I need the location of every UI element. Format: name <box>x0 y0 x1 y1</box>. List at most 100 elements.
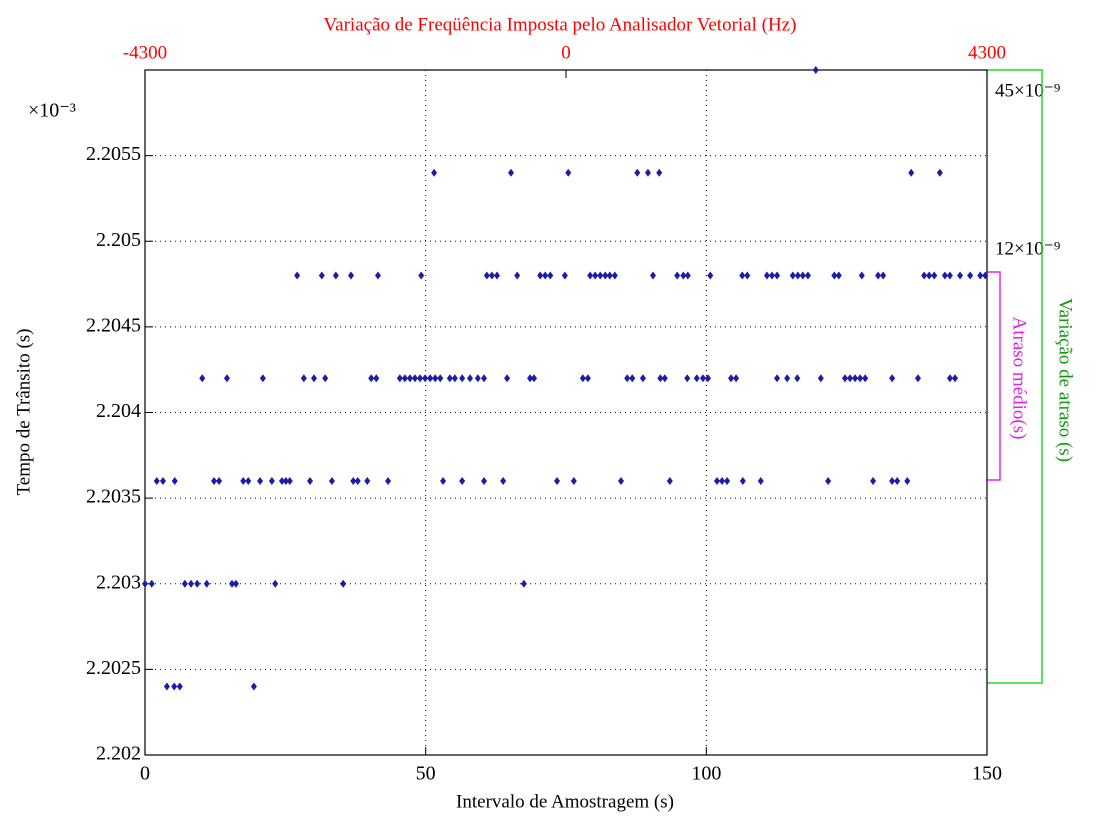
x-tick-label: 100 <box>691 763 721 785</box>
data-point <box>744 271 751 280</box>
data-point <box>153 477 160 485</box>
data-point <box>852 374 859 383</box>
data-point <box>467 374 474 383</box>
data-point <box>514 271 521 280</box>
data-point <box>340 579 347 588</box>
data-point <box>584 374 591 383</box>
data-point <box>520 579 527 588</box>
data-point <box>739 271 746 280</box>
data-point <box>163 682 170 691</box>
data-point <box>385 477 392 485</box>
data-point <box>531 374 538 383</box>
data-point <box>229 579 236 588</box>
data-point <box>644 168 651 177</box>
data-point <box>952 374 959 383</box>
y-tick-label: 2.2055 <box>86 143 141 165</box>
data-point <box>350 477 357 485</box>
data-point <box>602 271 609 280</box>
y-tick-label: 2.205 <box>96 229 141 251</box>
data-point <box>294 271 301 280</box>
data-point <box>831 271 838 280</box>
data-point <box>427 374 434 383</box>
y-tick-label: 2.2035 <box>86 486 141 508</box>
delay-range-label: 45×10⁻⁹ <box>995 80 1061 101</box>
data-point <box>171 477 178 485</box>
data-point <box>159 477 166 485</box>
data-point <box>310 374 317 383</box>
data-point <box>794 271 801 280</box>
data-point <box>493 271 500 280</box>
data-point <box>194 579 201 588</box>
data-point <box>488 271 495 280</box>
data-point <box>794 374 801 383</box>
data-point <box>921 271 928 280</box>
data-point <box>587 271 594 280</box>
data-point <box>459 477 466 485</box>
data-point <box>527 374 534 383</box>
data-point <box>240 477 247 485</box>
data-point <box>713 477 720 485</box>
data-point <box>250 682 257 691</box>
data-point <box>774 374 781 383</box>
data-point <box>661 374 668 383</box>
data-point <box>799 271 806 280</box>
data-point <box>481 477 488 485</box>
data-point <box>307 477 314 485</box>
data-point <box>739 477 746 485</box>
data-point <box>459 374 466 383</box>
data-point <box>674 271 681 280</box>
data-point <box>784 374 791 383</box>
data-point <box>889 374 896 383</box>
data-point <box>862 374 869 383</box>
data-point <box>639 374 646 383</box>
data-point <box>396 374 403 383</box>
data-point <box>374 271 381 280</box>
data-point <box>904 477 911 485</box>
data-point <box>592 271 599 280</box>
data-point <box>858 271 865 280</box>
data-point <box>611 271 618 280</box>
data-point <box>693 374 700 383</box>
x-axis-label: Intervalo de Amostragem (s) <box>456 791 674 812</box>
data-point <box>216 477 223 485</box>
data-point <box>733 374 740 383</box>
data-point <box>650 271 657 280</box>
data-point <box>282 477 289 485</box>
data-point <box>481 374 488 383</box>
data-point <box>223 374 230 383</box>
data-point <box>354 477 361 485</box>
x-tick-label: 0 <box>140 763 150 785</box>
data-point <box>769 271 776 280</box>
data-point <box>847 374 854 383</box>
data-point <box>348 271 355 280</box>
data-point <box>684 374 691 383</box>
data-point <box>328 477 335 485</box>
x-tick-label: 50 <box>416 763 436 785</box>
data-point <box>889 477 896 485</box>
data-point <box>474 374 481 383</box>
data-point <box>629 374 636 383</box>
data-point <box>364 477 371 485</box>
data-point <box>565 168 572 177</box>
data-point <box>579 374 586 383</box>
data-point <box>504 374 511 383</box>
data-point <box>203 579 210 588</box>
data-point <box>547 271 554 280</box>
data-point <box>707 271 714 280</box>
data-point <box>431 168 438 177</box>
data-point <box>931 271 938 280</box>
data-point <box>894 477 901 485</box>
y-tick-label: 2.203 <box>96 571 141 593</box>
data-point <box>804 271 811 280</box>
data-point <box>728 374 735 383</box>
data-point <box>332 271 339 280</box>
data-point <box>554 477 561 485</box>
data-point <box>272 579 279 588</box>
data-point <box>982 271 989 280</box>
y-tick-label: 2.2025 <box>86 657 141 679</box>
data-point <box>880 271 887 280</box>
data-point <box>322 374 329 383</box>
data-point <box>373 374 380 383</box>
data-point <box>763 271 770 280</box>
